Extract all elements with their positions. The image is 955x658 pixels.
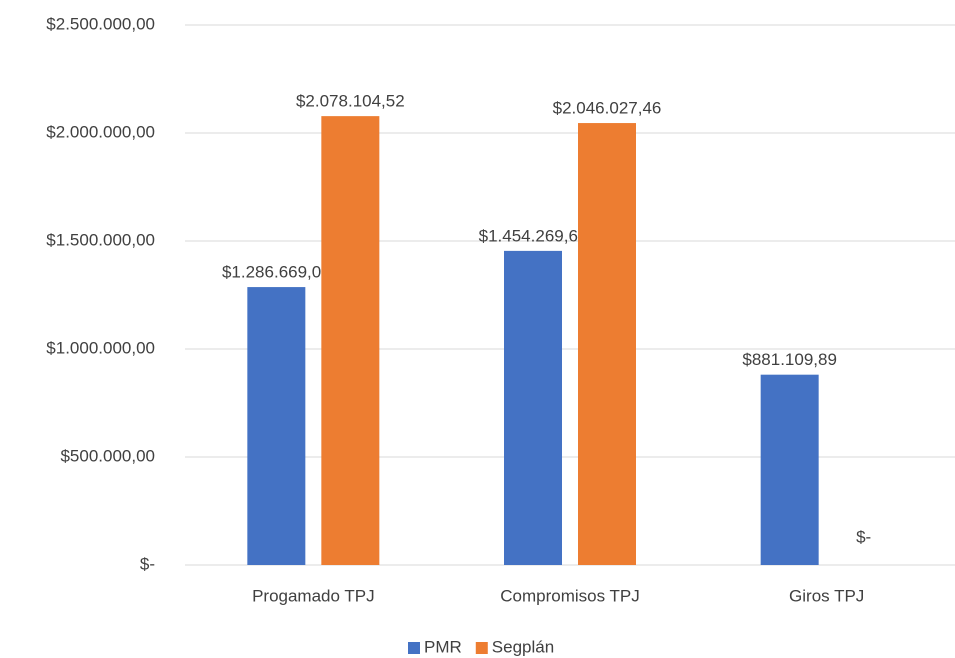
- bar: [760, 374, 819, 565]
- bar: [321, 116, 380, 565]
- y-tick-label: $500.000,00: [60, 446, 155, 465]
- value-label: $-: [856, 527, 871, 546]
- legend-label: PMR: [424, 637, 462, 656]
- legend-swatch: [475, 642, 488, 654]
- legend-label: Segplán: [492, 637, 554, 656]
- y-tick-label: $1.500.000,00: [46, 230, 155, 249]
- bar: [247, 287, 306, 565]
- x-tick-label: Progamado TPJ: [252, 586, 375, 605]
- value-label: $1.286.669,02: [222, 263, 331, 282]
- y-tick-label: $2.500.000,00: [46, 14, 155, 33]
- x-tick-label: Giros TPJ: [789, 586, 864, 605]
- bar: [504, 250, 562, 565]
- bar: [578, 123, 636, 565]
- y-tick-label: $2.000.000,00: [46, 122, 155, 141]
- value-label: $2.078.104,52: [296, 92, 405, 111]
- y-tick-label: $-: [140, 554, 155, 573]
- legend-swatch: [408, 642, 420, 654]
- y-tick-label: $1.000.000,00: [46, 338, 155, 357]
- value-label: $1.454.269,69: [479, 226, 588, 245]
- x-tick-label: Compromisos TPJ: [500, 586, 640, 605]
- value-label: $881.109,89: [742, 350, 837, 369]
- value-label: $2.046.027,46: [553, 99, 662, 118]
